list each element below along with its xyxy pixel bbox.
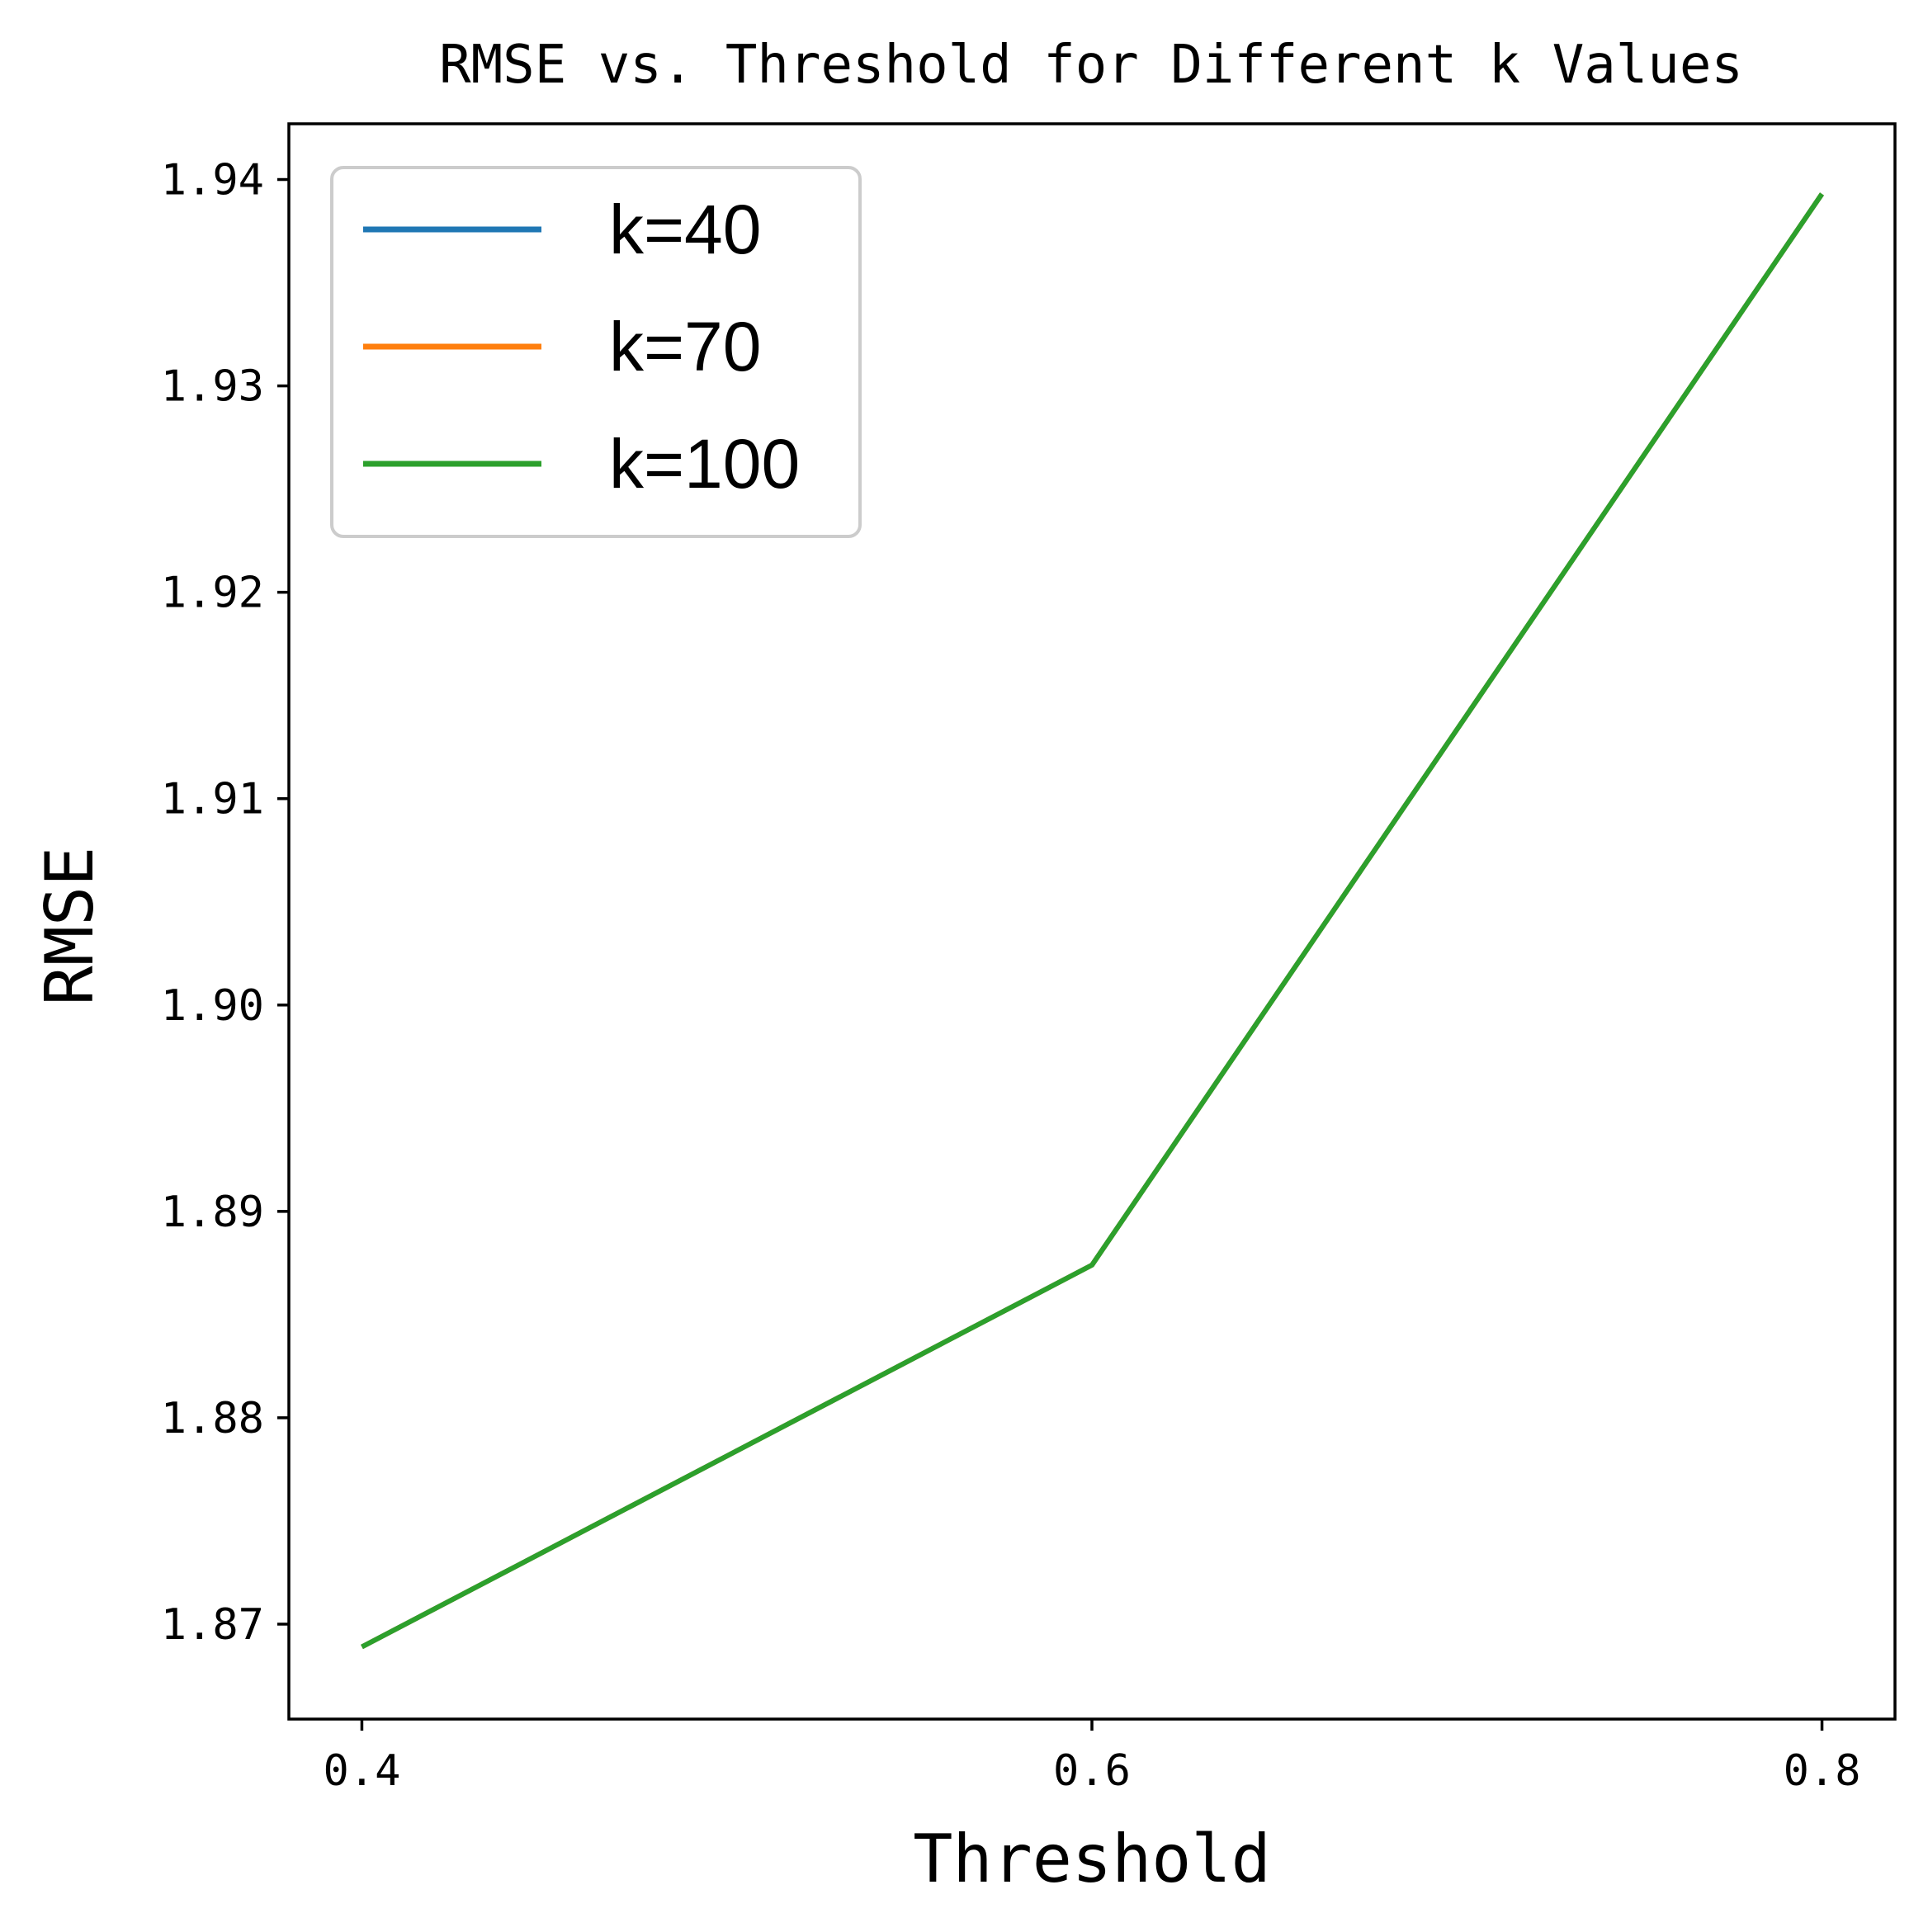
legend-entries: k=40 k=70 k=100 bbox=[363, 191, 800, 503]
y-tick-label: 1.93 bbox=[161, 362, 264, 412]
x-tick-label: 0.8 bbox=[1784, 1746, 1861, 1796]
y-tick-label: 1.87 bbox=[161, 1600, 264, 1650]
y-tick-label: 1.89 bbox=[161, 1188, 264, 1237]
x-tick-label: 0.6 bbox=[1053, 1746, 1131, 1796]
x-axis-ticks: 0.4 0.6 0.8 bbox=[323, 1719, 1861, 1796]
series-line-k100 bbox=[361, 192, 1824, 1650]
legend-label: k=40 bbox=[609, 191, 762, 268]
legend-label: k=70 bbox=[609, 308, 762, 385]
x-axis-label: Threshold bbox=[913, 1821, 1270, 1897]
legend: k=40 k=70 k=100 bbox=[330, 166, 862, 538]
y-axis-label: RMSE bbox=[31, 847, 108, 1006]
y-tick-label: 1.90 bbox=[161, 981, 264, 1031]
series-layer bbox=[361, 192, 1824, 1650]
chart-title: RMSE vs. Threshold for Different k Value… bbox=[439, 35, 1743, 96]
y-tick-label: 1.94 bbox=[161, 156, 264, 205]
x-tick-label: 0.4 bbox=[323, 1746, 400, 1796]
y-tick-label: 1.88 bbox=[161, 1394, 264, 1443]
y-axis-ticks: 1.87 1.88 1.89 1.90 1.91 1.92 1.93 1.94 bbox=[161, 156, 289, 1650]
y-tick-label: 1.92 bbox=[161, 569, 264, 618]
legend-box bbox=[330, 166, 862, 538]
y-tick-label: 1.91 bbox=[161, 775, 264, 824]
legend-label: k=100 bbox=[609, 425, 800, 503]
